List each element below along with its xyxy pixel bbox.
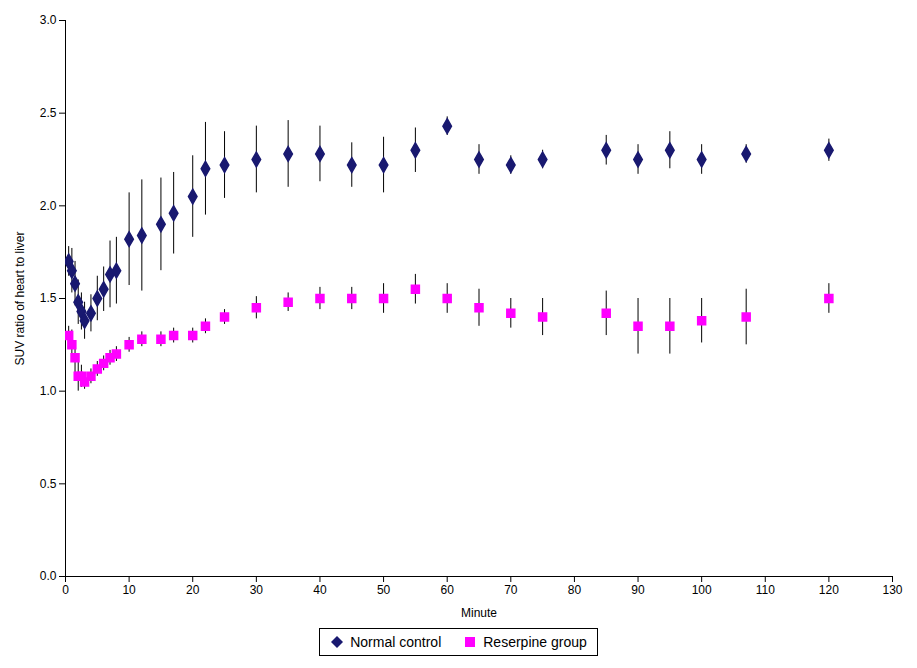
svg-text:60: 60 <box>441 583 455 597</box>
svg-text:2.0: 2.0 <box>40 199 57 213</box>
svg-text:70: 70 <box>504 583 518 597</box>
svg-text:Minute: Minute <box>461 606 497 620</box>
svg-text:1.5: 1.5 <box>40 291 57 305</box>
svg-text:80: 80 <box>568 583 582 597</box>
svg-text:10: 10 <box>122 583 136 597</box>
svg-text:40: 40 <box>313 583 327 597</box>
svg-text:110: 110 <box>756 583 775 597</box>
svg-text:130: 130 <box>882 583 902 597</box>
html-text:Reserpine group: Reserpine group <box>483 634 587 650</box>
svg-text:3.0: 3.0 <box>40 13 57 27</box>
svg-text:SUV ratio of heart to liver: SUV ratio of heart to liver <box>13 231 27 365</box>
svg-text:30: 30 <box>250 583 264 597</box>
svg-text:90: 90 <box>631 583 645 597</box>
svg-text:0.5: 0.5 <box>40 477 57 491</box>
html-text:Normal control: Normal control <box>350 634 442 650</box>
svg-text:100: 100 <box>692 583 712 597</box>
svg-text:50: 50 <box>377 583 391 597</box>
svg-text:120: 120 <box>819 583 839 597</box>
svg-text:20: 20 <box>186 583 200 597</box>
svg-text:1.0: 1.0 <box>40 384 57 398</box>
svg-text:0: 0 <box>62 583 69 597</box>
svg-text:0.0: 0.0 <box>40 569 57 583</box>
svg-text:2.5: 2.5 <box>40 106 57 120</box>
